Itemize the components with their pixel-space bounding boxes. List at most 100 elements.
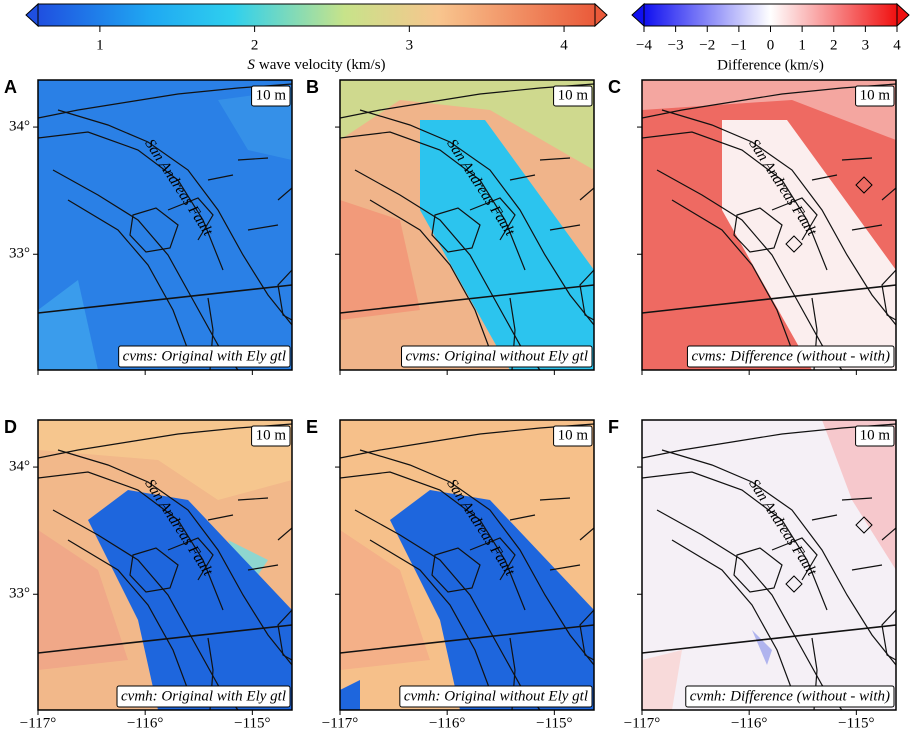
panel-letter: B [306,77,319,97]
map-region [340,80,594,170]
colorbar-tick-label: −3 [668,37,684,53]
panel-letter: F [608,417,619,437]
lon-tick-label: −117° [20,715,56,730]
lon-tick-label: −115° [234,715,270,730]
depth-label: 10 m [256,87,287,103]
lon-tick-label: −116° [731,715,767,730]
map-frame [37,419,293,711]
caption-box [686,345,895,368]
depth-box [855,85,895,107]
map-region [390,490,594,710]
lon-tick-label: −117° [322,715,358,730]
map-region [38,530,128,670]
colorbar: −4 −3 −2 −1 0 1 2 3 4 Difference (km/s) [631,2,910,73]
colorbar-tick-label: 1 [798,37,806,53]
depth-box [553,85,593,107]
site-marker [855,516,873,534]
map-content: San Andreas Fault [340,420,594,710]
map-region [340,200,420,320]
colorbar-tick-label: −1 [731,37,747,53]
colorbar-tick-label: 2 [251,37,259,53]
depth-label: 10 m [558,87,589,103]
map-region [722,120,896,370]
map-region [38,280,98,370]
colorbar-tick-label: 4 [560,37,568,53]
map-region [340,680,360,710]
depth-label: 10 m [256,427,287,443]
map-region [88,490,292,710]
colorbar-extend [631,2,645,28]
site-marker [785,235,803,253]
panel-caption: cvmh: Difference (without - with) [690,688,890,704]
map-content: San Andreas Fault [340,80,594,370]
map-content: San Andreas Fault [642,80,896,370]
depth-box [553,425,593,447]
map-region [822,420,896,570]
map-region [420,120,594,370]
caption-box [685,685,895,708]
colorbar-label-text: wave velocity (km/s) [259,57,386,73]
map-frame [339,419,595,711]
lon-tick-label: −115° [536,715,572,730]
map-frame [641,79,897,371]
colorbar-tick-label: 1 [96,37,104,53]
colorbar-ramp [37,3,596,27]
depth-label: 10 m [558,427,589,443]
lat-tick-label: 33° [9,586,30,602]
colorbar-tick-label: 0 [767,37,775,53]
lon-tick-label: −116° [429,715,465,730]
depth-box [251,425,291,447]
colorbar-tick-label: 3 [406,37,414,53]
map-region [642,80,896,140]
colorbar-extend [25,2,39,28]
colorbar-label-symbol: S [247,57,255,73]
colorbar-tick-label: 3 [862,37,870,53]
colorbar-label: Difference (km/s) [717,57,824,73]
map-content: San Andreas Fault [38,80,292,370]
colorbar-extend [594,2,608,28]
lat-tick-label: 33° [9,246,30,262]
map-region [752,630,772,665]
depth-label: 10 m [860,87,891,103]
map-frame [641,419,897,711]
site-marker [855,176,873,194]
colorbar-ramp [643,3,898,27]
panel-letter: C [608,77,621,97]
site-marker [785,575,803,593]
lon-tick-label: −117° [624,715,660,730]
lon-tick-label: −116° [127,715,163,730]
colorbar-tick-label: 4 [893,37,901,53]
map-frame [339,79,595,371]
map-panel: San Andreas Fault E 10 m cvmh: Original wit… [306,417,595,730]
depth-box [251,85,291,107]
depth-label: 10 m [860,427,891,443]
panel-caption: cvms: Difference (without - with) [691,348,890,364]
caption-box [401,345,593,368]
map-region [38,420,292,500]
colorbar-tick-label: 2 [830,37,838,53]
map-panel: San Andreas Fault B 10 m cvms: Original wit… [306,77,595,375]
lat-tick-label: 34° [9,458,30,474]
map-frame [37,79,293,371]
panel-caption: cvmh: Original with Ely gtl [121,688,286,704]
map-panel: San Andreas Fault D 10 m cvmh: Original wit… [4,417,293,730]
panel-caption: cvms: Original with Ely gtl [123,348,286,364]
map-region [642,650,682,710]
caption-box [399,685,593,708]
map-panel: San Andreas Fault A 10 m cvms: Original wit… [4,77,293,375]
colorbar-tick-label: −2 [699,37,715,53]
panel-letter: A [4,77,17,97]
depth-box [855,425,895,447]
panel-letter: D [4,417,17,437]
map-content: San Andreas Fault [38,420,292,710]
caption-box [116,685,291,708]
map-panel: San Andreas Fault C 10 m cvms: Difference (… [608,77,897,375]
colorbar: 1 2 3 4 S wave velocity (km/s) [25,2,608,73]
colorbar-tick-label: −4 [636,37,652,53]
map-content: San Andreas Fault [642,420,896,710]
caption-box [118,345,291,368]
map-region [340,530,430,670]
panel-caption: cvms: Original without Ely gtl [406,348,588,364]
